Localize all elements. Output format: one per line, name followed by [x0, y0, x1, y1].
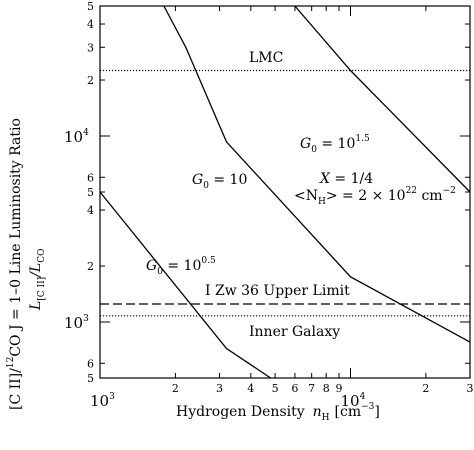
- axis-ticks: [99, 5, 471, 379]
- x-minor-tick-label: 4: [247, 382, 254, 395]
- reference-lines: [100, 69, 470, 317]
- series-lines: [99, 5, 471, 379]
- y-major-tick-label: 103: [64, 314, 89, 332]
- x-minor-tick-label: 9: [336, 382, 343, 395]
- series-label-g0-05: G0 = 100.5: [146, 256, 216, 277]
- y-minor-tick-label: 5: [87, 186, 94, 199]
- x-axis-title: Hydrogen Density nH [cm−3]: [176, 402, 380, 423]
- izw36-label: I Zw 36 Upper Limit: [205, 283, 350, 299]
- x-minor-tick-label: 2: [422, 382, 429, 395]
- x-minor-tick-label: 3: [216, 382, 223, 395]
- lmc-label: LMC: [249, 50, 283, 66]
- inner-galaxy-label: Inner Galaxy: [249, 324, 340, 340]
- x-minor-tick-label: 2: [172, 382, 179, 395]
- y-minor-tick-label: 2: [87, 74, 94, 87]
- y-minor-tick-label: 3: [87, 41, 94, 54]
- y-minor-tick-label: 2: [87, 260, 94, 273]
- x-minor-tick-label: 3: [467, 382, 474, 395]
- y-minor-tick-label: 6: [87, 357, 94, 370]
- y-minor-tick-label: 6: [87, 171, 94, 184]
- series-label-g0-15: G0 = 101.5: [300, 134, 370, 155]
- x-ratio-annotation: X = 1/4: [319, 171, 373, 187]
- y-axis-title-line2: L[C II]/LCO: [28, 249, 47, 311]
- series-line-1: [163, 5, 471, 343]
- column-density-annotation: <NH> = 2 × 1022 cm−2: [294, 186, 456, 207]
- y-major-tick-label: 104: [64, 128, 89, 146]
- y-axis-title-line1: [C II]/12CO J = 1–0 Line Luminosity Rati…: [6, 118, 24, 410]
- x-major-tick-label: 103: [90, 392, 115, 410]
- series-line-2: [294, 5, 471, 193]
- x-minor-tick-label: 7: [308, 382, 315, 395]
- y-minor-tick-label: 4: [87, 18, 94, 31]
- series-line-0: [99, 191, 271, 379]
- y-minor-tick-label: 5: [87, 372, 94, 385]
- y-minor-tick-label: 5: [87, 0, 94, 13]
- x-minor-tick-label: 5: [272, 382, 279, 395]
- y-minor-tick-label: 4: [87, 204, 94, 217]
- x-minor-tick-label: 8: [323, 382, 330, 395]
- series-label-g0: G0 = 10: [192, 172, 247, 191]
- x-minor-tick-label: 6: [291, 382, 298, 395]
- x-major-tick-label: 104: [340, 392, 365, 410]
